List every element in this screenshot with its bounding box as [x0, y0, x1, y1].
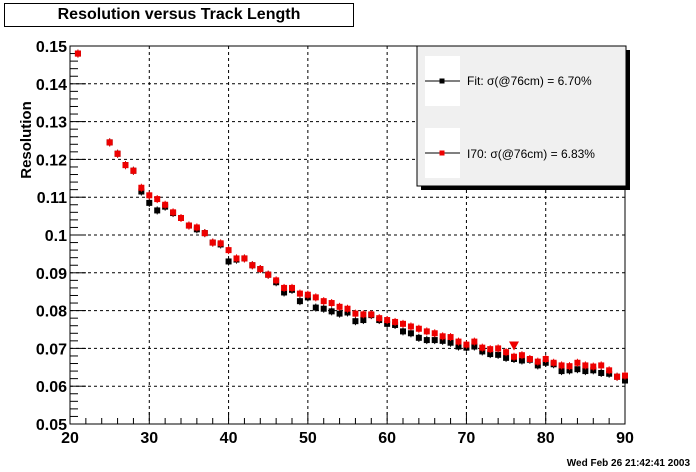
- y-tick-label: 0.09: [36, 266, 67, 283]
- legend-label-fit: Fit: σ(@76cm) = 6.70%: [467, 74, 592, 88]
- y-tick-label: 0.1: [45, 228, 67, 245]
- y-tick-labels: 0.05 0.06 0.07 0.08 0.09 0.1 0.11 0.12 0.13 0.14 0…: [36, 39, 67, 434]
- marker-76cm: [509, 341, 519, 351]
- x-tick-label: 40: [220, 430, 238, 447]
- y-axis-title: Resolution: [18, 101, 35, 179]
- legend-marker-fit: [439, 78, 445, 84]
- axis-ticks: [69, 45, 626, 425]
- timestamp: Wed Feb 26 21:42:41 2003: [566, 458, 690, 469]
- x-tick-label: 90: [616, 430, 634, 447]
- y-tick-label: 0.06: [36, 379, 67, 396]
- chart-title: Resolution versus Track Length: [4, 3, 354, 27]
- y-tick-label: 0.13: [36, 115, 67, 132]
- series-i70: [74, 49, 628, 381]
- x-tick-label: 80: [537, 430, 555, 447]
- y-tick-label: 0.14: [36, 77, 67, 94]
- x-tick-label: 60: [378, 430, 396, 447]
- data-points: [74, 49, 628, 385]
- annotations: [509, 341, 519, 351]
- legend: Fit: σ(@76cm) = 6.70% I70: σ(@76cm) = 6.…: [416, 45, 630, 190]
- x-tick-label: 20: [61, 430, 79, 447]
- x-tick-label: 70: [458, 430, 476, 447]
- y-tick-label: 0.05: [36, 417, 67, 434]
- y-tick-label: 0.12: [36, 152, 67, 169]
- y-tick-label: 0.08: [36, 304, 67, 321]
- y-tick-label: 0.07: [36, 341, 67, 358]
- x-tick-labels: 20 30 40 50 60 70 80 90: [61, 430, 634, 447]
- legend-marker-i70: [439, 150, 445, 156]
- x-tick-label: 50: [299, 430, 317, 447]
- y-tick-label: 0.11: [37, 190, 67, 207]
- legend-label-i70: I70: σ(@76cm) = 6.83%: [467, 147, 595, 161]
- y-tick-label: 0.15: [36, 39, 67, 56]
- x-tick-label: 30: [140, 430, 158, 447]
